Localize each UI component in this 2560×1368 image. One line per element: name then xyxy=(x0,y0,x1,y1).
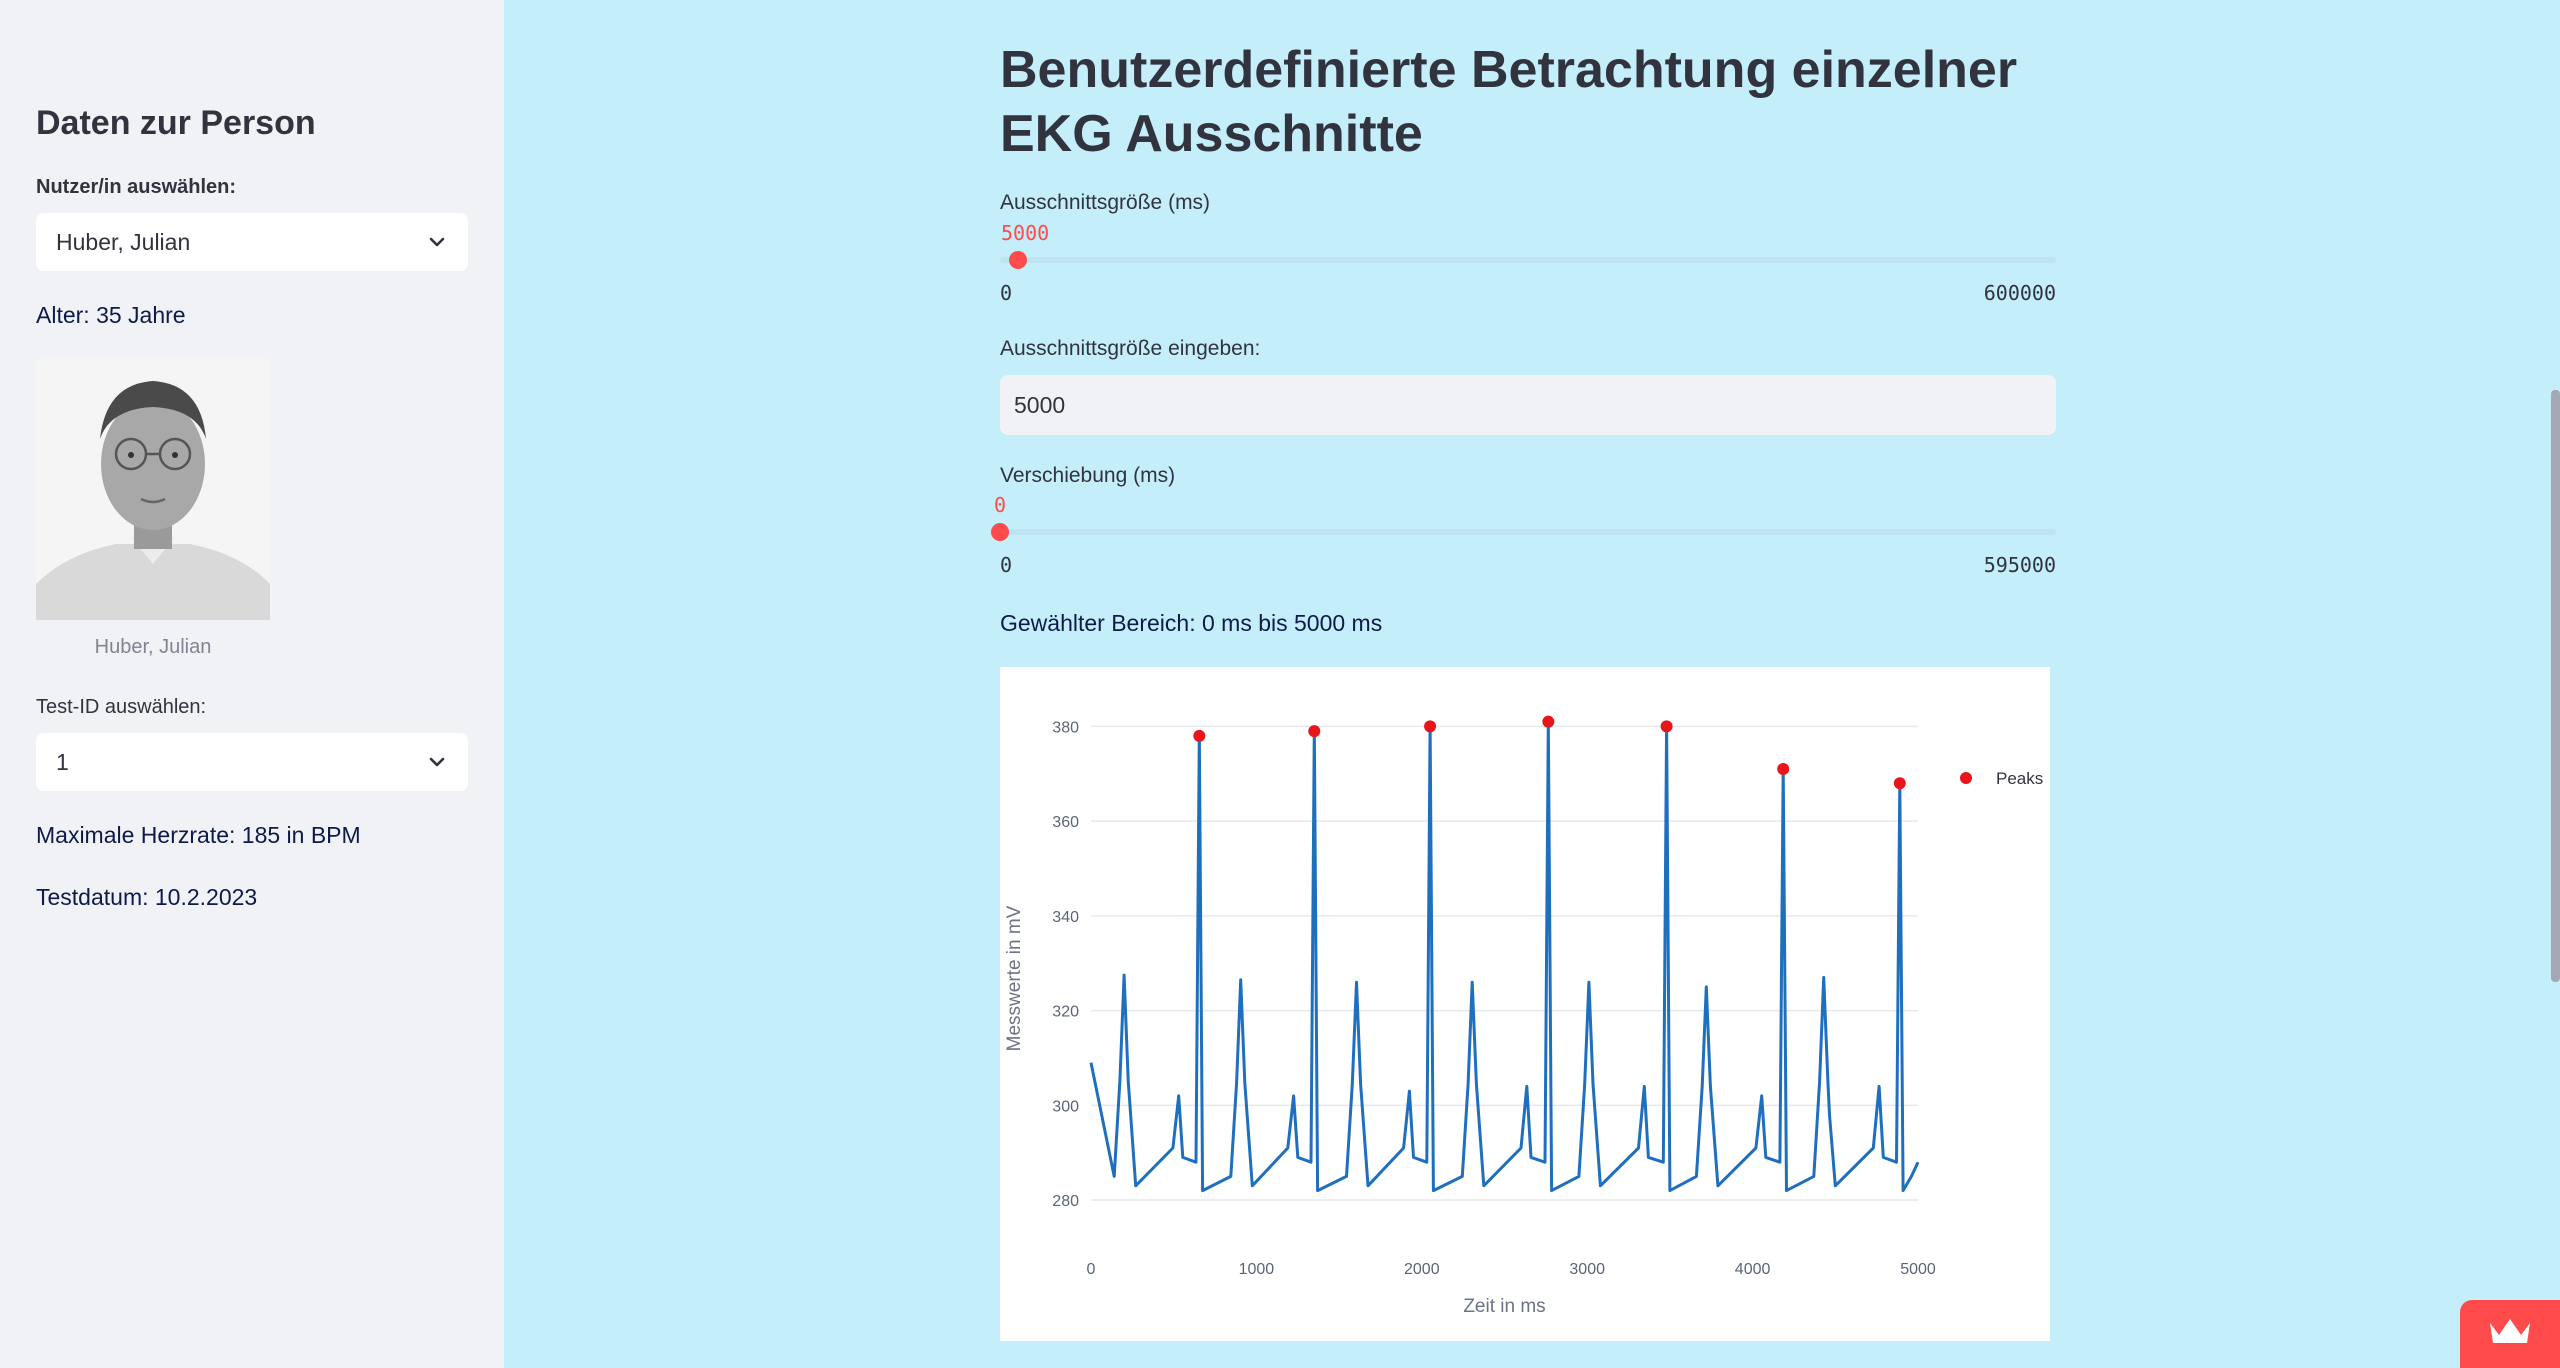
test-select-label: Test-ID auswählen: xyxy=(36,696,207,718)
legend-marker xyxy=(1960,772,1972,784)
peak-marker xyxy=(1308,725,1321,738)
y-tick-label: 360 xyxy=(1052,814,1079,831)
x-tick-label: 1000 xyxy=(1239,1261,1275,1278)
peak-marker xyxy=(1660,720,1673,733)
peak-marker xyxy=(1893,777,1906,790)
x-tick-label: 2000 xyxy=(1404,1261,1440,1278)
peak-marker xyxy=(1424,720,1437,733)
window-slider-max: 600000 xyxy=(1983,281,2056,305)
photo-caption: Huber, Julian xyxy=(94,636,212,658)
user-select[interactable]: Huber, Julian xyxy=(36,213,468,271)
ecg-chart-svg: 280 300 320 340 360 380 0 1000 2000 3000 4000 5000 Z… xyxy=(1004,715,2043,1317)
y-tick-label: 280 xyxy=(1052,1193,1079,1210)
shift-slider-value: 0 xyxy=(994,493,1007,517)
window-input-label: Ausschnittsgröße eingeben: xyxy=(1000,337,1261,360)
chevron-down-icon xyxy=(426,231,448,253)
age-text: Alter: 35 Jahre xyxy=(36,302,186,328)
scrollbar[interactable] xyxy=(2551,390,2560,982)
sidebar: Daten zur Person Nutzer/in auswählen: Hu… xyxy=(0,0,504,1368)
window-slider-thumb[interactable] xyxy=(1008,251,1027,269)
y-tick-label: 380 xyxy=(1052,719,1079,736)
user-select-value: Huber, Julian xyxy=(56,228,191,255)
x-tick-label: 0 xyxy=(1087,1261,1096,1278)
window-slider-value: 5000 xyxy=(1001,221,1050,245)
window-slider-min: 0 xyxy=(1000,281,1013,305)
sidebar-title: Daten zur Person xyxy=(36,104,316,142)
window-slider-label: Ausschnittsgröße (ms) xyxy=(1000,191,1211,214)
shift-slider-min: 0 xyxy=(1000,553,1013,577)
main-area: Benutzerdefinierte Betrachtung einzelner… xyxy=(504,0,2560,1368)
shift-slider-track[interactable] xyxy=(1000,529,2056,535)
x-axis-title: Zeit in ms xyxy=(1463,1296,1545,1317)
user-select-label: Nutzer/in auswählen: xyxy=(36,176,237,198)
peak-marker xyxy=(1193,729,1206,742)
streamlit-badge[interactable] xyxy=(2460,1300,2560,1368)
x-tick-label: 5000 xyxy=(1900,1261,1936,1278)
legend-label: Peaks xyxy=(1996,769,2043,788)
ecg-signal-line xyxy=(1089,720,1920,1193)
y-axis-title: Messwerte in mV xyxy=(1004,905,1025,1051)
y-tick-label: 320 xyxy=(1052,1004,1079,1021)
chevron-down-icon xyxy=(426,751,448,773)
window-slider-track[interactable] xyxy=(1000,257,2056,263)
window-size-input-value: 5000 xyxy=(1014,391,1066,418)
shift-slider-label: Verschiebung (ms) xyxy=(1000,464,1176,487)
x-tick-label: 4000 xyxy=(1735,1261,1771,1278)
peak-marker xyxy=(1542,715,1555,728)
page-title: Benutzerdefinierte Betrachtung einzelner… xyxy=(1000,41,2018,163)
y-tick-label: 300 xyxy=(1052,1098,1079,1115)
selected-range-text: Gewählter Bereich: 0 ms bis 5000 ms xyxy=(1000,610,1383,636)
ecg-chart[interactable]: 280 300 320 340 360 380 0 1000 2000 3000 4000 5000 Z… xyxy=(1000,667,2050,1341)
test-id-select[interactable]: 1 xyxy=(36,733,468,791)
shift-slider-max: 595000 xyxy=(1983,553,2056,577)
peak-marker xyxy=(1777,763,1790,776)
window-size-input[interactable]: 5000 xyxy=(1000,375,2056,435)
shift-slider-thumb[interactable] xyxy=(991,523,1009,541)
max-heart-rate-text: Maximale Herzrate: 185 in BPM xyxy=(36,822,361,848)
test-select-value: 1 xyxy=(56,748,69,775)
user-photo xyxy=(36,359,270,620)
test-date-text: Testdatum: 10.2.2023 xyxy=(36,884,258,910)
crown-icon xyxy=(2487,1315,2533,1354)
y-tick-label: 340 xyxy=(1052,909,1079,926)
x-tick-label: 3000 xyxy=(1569,1261,1605,1278)
